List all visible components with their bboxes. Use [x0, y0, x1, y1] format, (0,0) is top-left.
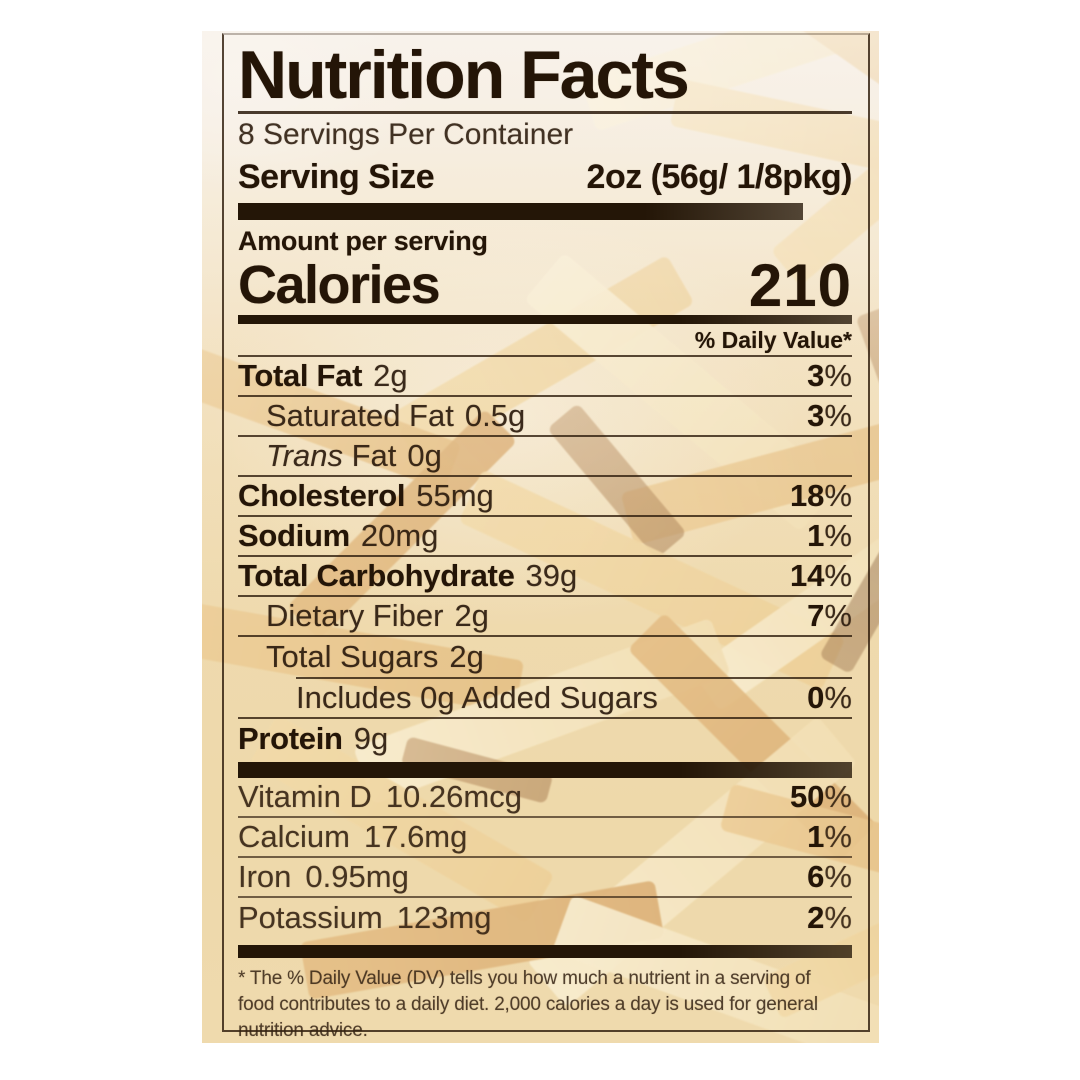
- nutrient-name: Sodium 20mg: [238, 518, 439, 553]
- package-photo: [202, 31, 879, 1043]
- nutrient-name: Calcium 17.6mg: [238, 819, 468, 854]
- nutrient-name: Dietary Fiber 2g: [266, 598, 489, 633]
- nutrient-row: Cholesterol 55mg 18%: [238, 477, 852, 517]
- title-divider: [238, 111, 852, 114]
- vitamin-mineral-section: Vitamin D 10.26mcg 50% Calcium 17.6mg 1% Iron 0…: [238, 778, 852, 938]
- hairline-divider: [238, 355, 852, 357]
- nutrient-amount: 39g: [525, 558, 578, 593]
- nutrient-amount: 0.95mg: [305, 859, 409, 894]
- nutrient-row: Vitamin D 10.26mcg 50%: [238, 778, 852, 818]
- medium-divider-bar: [238, 315, 852, 324]
- nutrient-name: Potassium 123mg: [238, 900, 492, 935]
- nutrient-row: Protein 9g: [238, 719, 852, 759]
- nutrient-name: Cholesterol 55mg: [238, 478, 494, 513]
- nutrient-name: Saturated Fat 0.5g: [266, 398, 526, 433]
- daily-value-percent: 1%: [807, 518, 852, 553]
- serving-size-value: 2oz (56g/ 1/8pkg): [586, 157, 853, 196]
- nutrient-row: Iron 0.95mg 6%: [238, 858, 852, 898]
- daily-value-percent: 50%: [789, 779, 852, 814]
- nutrient-amount: 20mg: [360, 518, 439, 553]
- nutrient-row: Total Sugars 2g: [238, 637, 852, 677]
- daily-value-footnote: * The % Daily Value (DV) tells you how m…: [238, 968, 818, 1041]
- nutrient-row: Includes 0g Added Sugars 0%: [238, 679, 852, 719]
- nutrient-name: Protein 9g: [238, 721, 389, 756]
- calories-row: Calories 210: [238, 252, 852, 319]
- nutrient-amount: 123mg: [396, 900, 492, 935]
- nutrient-name: Total Sugars 2g: [266, 639, 484, 674]
- thick-divider-bar: [238, 945, 852, 958]
- nutrient-row: Total Carbohydrate 39g 14%: [238, 557, 852, 597]
- nutrient-row: Sodium 20mg 1%: [238, 517, 852, 557]
- daily-value-percent: 3%: [807, 398, 852, 433]
- nutrient-amount: 55mg: [416, 478, 494, 513]
- nutrient-amount: 10.26mcg: [385, 779, 522, 814]
- daily-value-header: % Daily Value*: [694, 327, 852, 353]
- nutrient-amount: 0.5g: [464, 398, 526, 433]
- nutrient-row: Calcium 17.6mg 1%: [238, 818, 852, 858]
- nutrient-row: Total Fat 2g 3%: [238, 357, 852, 397]
- amount-per-serving: Amount per serving: [238, 226, 488, 256]
- nutrient-row: Potassium 123mg 2%: [238, 898, 852, 938]
- label-title: Nutrition Facts: [238, 37, 690, 113]
- nutrient-row: Trans Fat 0g: [238, 437, 852, 477]
- calories-label: Calories: [238, 255, 441, 315]
- nutrient-name: Iron 0.95mg: [238, 859, 409, 894]
- nutrient-row: Saturated Fat 0.5g 3%: [238, 397, 852, 437]
- nutrient-amount: 2g: [373, 358, 408, 393]
- label-top-haze: [202, 31, 879, 1043]
- nutrient-name: Total Carbohydrate 39g: [238, 558, 578, 593]
- nutrient-amount: 0g: [407, 438, 442, 473]
- daily-value-percent: 2%: [807, 900, 852, 935]
- serving-size-label: Serving Size: [238, 157, 435, 196]
- nutrient-name: Total Fat 2g: [238, 358, 408, 393]
- hairline-divider: [296, 677, 852, 679]
- nutrient-name: Includes 0g Added Sugars: [296, 680, 658, 715]
- nutrient-amount: 9g: [353, 721, 389, 756]
- nutrient-name: Trans Fat 0g: [266, 438, 442, 473]
- thick-divider-bar: [238, 203, 803, 220]
- daily-value-percent: 3%: [807, 358, 852, 393]
- nutrition-facts-label: Nutrition Facts 8 Servings Per Container…: [222, 33, 870, 1041]
- nutrient-amount: 17.6mg: [363, 819, 468, 854]
- nutrient-amount: 2g: [449, 639, 484, 674]
- nutrient-amount: 2g: [454, 598, 489, 633]
- nutrient-row: Dietary Fiber 2g 7%: [238, 597, 852, 637]
- calories-value: 210: [748, 251, 852, 319]
- daily-value-percent: 14%: [789, 558, 852, 593]
- daily-value-percent: 18%: [789, 478, 852, 513]
- nutrient-name: Vitamin D 10.26mcg: [238, 779, 522, 814]
- thick-divider-bar: [238, 762, 852, 778]
- daily-value-percent: 0%: [807, 680, 852, 715]
- daily-value-percent: 6%: [807, 859, 852, 894]
- serving-size-row: Serving Size 2oz (56g/ 1/8pkg): [238, 153, 853, 201]
- daily-value-percent: 1%: [807, 819, 852, 854]
- servings-per-container: 8 Servings Per Container: [238, 118, 574, 151]
- nutrient-section: Total Fat 2g 3% Saturated Fat 0.5g 3% Trans Fa…: [238, 357, 852, 759]
- daily-value-percent: 7%: [807, 598, 852, 633]
